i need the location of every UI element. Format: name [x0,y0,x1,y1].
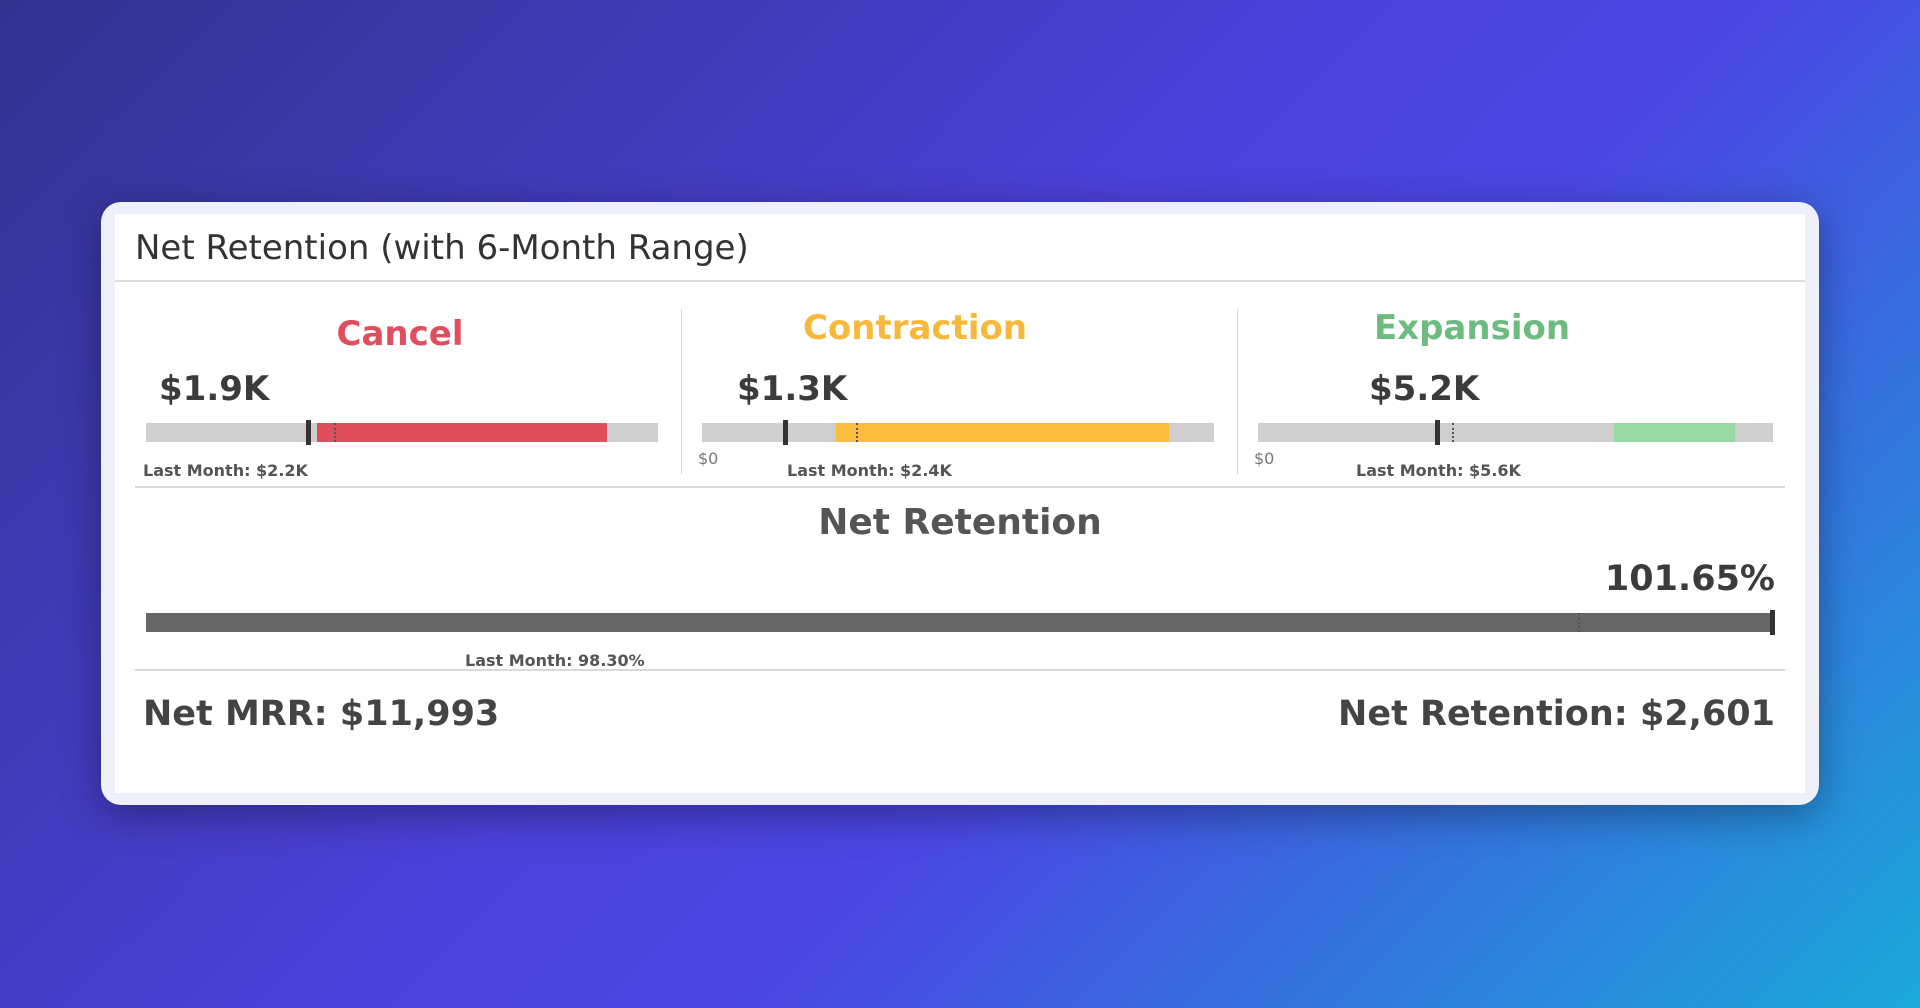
gauge-contraction-value: $1.3K [737,369,848,409]
widget-title: Net Retention (with 6-Month Range) [135,228,749,268]
gauge-net-retention-value-marker [1769,610,1775,635]
gauge-expansion-track [1258,420,1773,445]
gauge-cancel-value-marker [305,420,311,445]
gauge-separator [1237,309,1238,474]
gauge-expansion-value-marker [1435,420,1441,445]
gauge-cancel-value: $1.9K [159,369,270,409]
title-divider [115,280,1805,282]
section-divider [135,669,1785,671]
gauge-net-retention-value: 101.65% [1604,559,1775,599]
gauge-expansion-axis-min: $0 [1254,449,1275,468]
gauge-expansion-value: $5.2K [1369,369,1480,409]
gauge-cancel-range-bar [316,423,607,442]
gauge-cancel-last-month-label: Last Month: $2.2K [143,461,308,480]
gauge-net-retention-title: Net Retention [818,502,1102,543]
gauge-contraction-range-bar [836,423,1170,442]
gauge-separator [681,309,682,474]
gauge-expansion-range-bar [1614,423,1735,442]
gauge-contraction-title: Contraction [802,308,1028,348]
gauge-cancel-track [146,420,658,445]
gauge-cancel-last-month-marker [333,423,336,442]
widget-card: Net Retention (with 6-Month Range) Cance… [101,202,1819,805]
gauge-contraction-track [702,420,1214,445]
gauge-contraction-value-marker [782,420,788,445]
gauge-contraction-axis-min: $0 [698,449,719,468]
gauge-net-retention-last-month-label: Last Month: 98.30% [465,651,645,670]
gauge-net-retention-range-bar [146,613,1772,632]
gauge-net-retention-last-month-marker [1578,613,1581,632]
net-mrr-label: Net MRR: $11,993 [143,694,500,734]
gauge-net-retention-track [146,610,1775,635]
gauge-cancel-title: Cancel [336,314,464,354]
gauge-contraction-last-month-label: Last Month: $2.4K [787,461,952,480]
gauge-expansion-last-month-label: Last Month: $5.6K [1356,461,1521,480]
net-retention-total-label: Net Retention: $2,601 [1338,694,1775,734]
gauge-contraction-last-month-marker [855,423,858,442]
gauge-expansion-last-month-marker [1451,423,1454,442]
gauge-expansion-title: Expansion [1373,308,1571,348]
section-divider [135,486,1785,488]
widget-panel: Net Retention (with 6-Month Range) Cance… [115,214,1805,793]
